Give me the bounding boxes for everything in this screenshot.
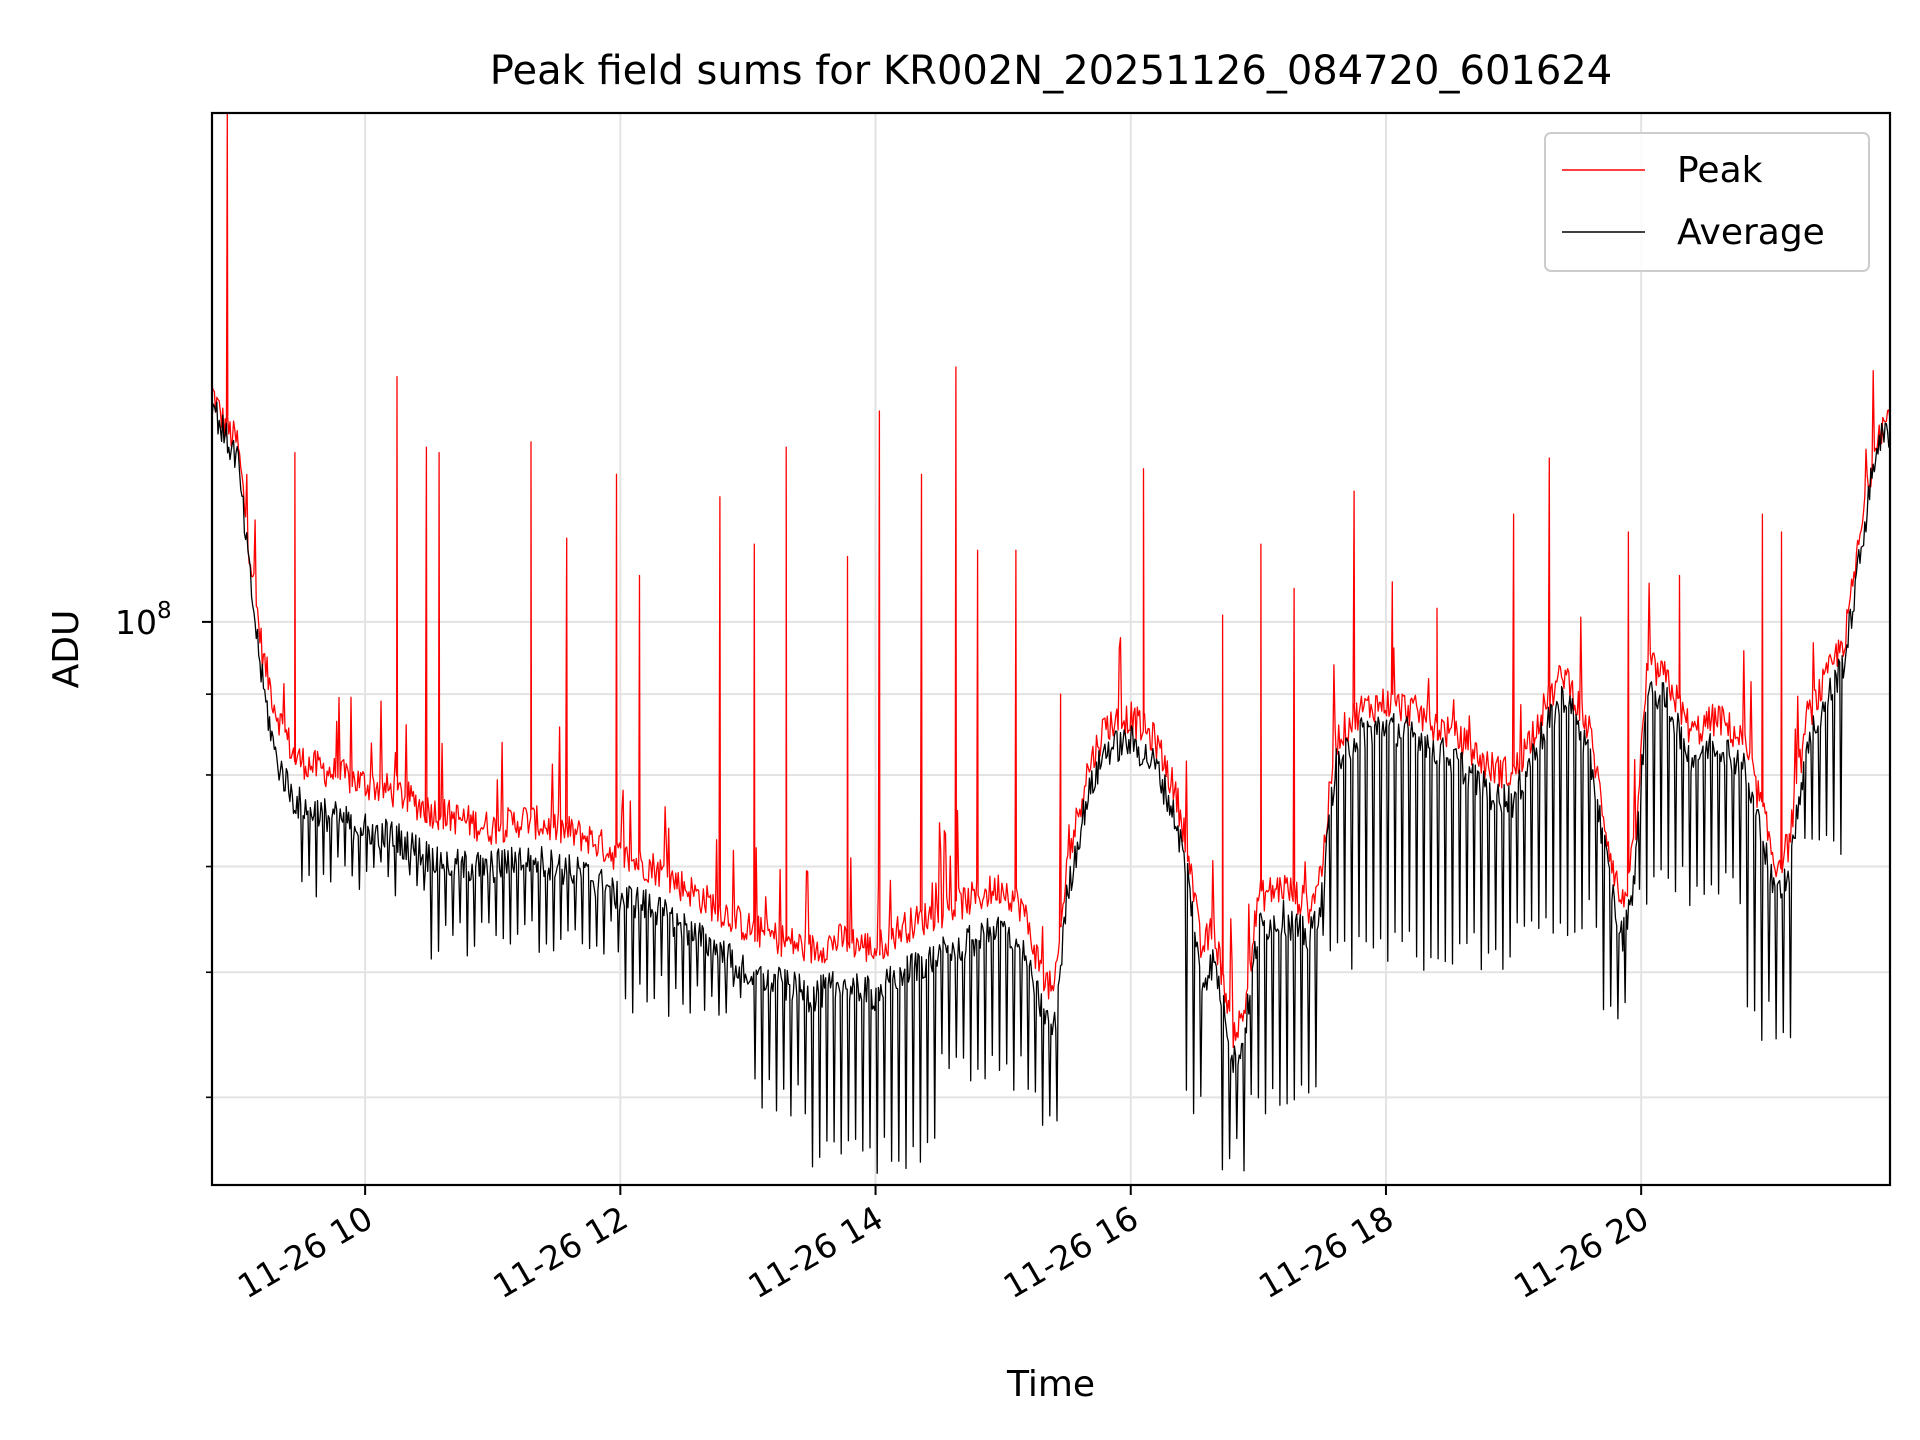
y-tick-label-0: 10 [115,603,157,642]
y-axis-ticks: 10 8 [115,598,212,1099]
series-layer [212,113,1890,1174]
y-tick-exponent-0: 8 [157,598,172,624]
y-axis-label: ADU [46,610,87,689]
legend-peak-label: Peak [1677,150,1763,191]
legend-box [1544,132,1870,272]
grid-lines [212,113,1890,1185]
x-axis-label: Time [1006,1364,1095,1405]
plot-frame [210,111,1892,1187]
legend: Peak Average [1544,132,1870,272]
chart-title: Peak field sums for KR002N_20251126_0847… [490,48,1612,94]
series-line-peak [212,113,1890,1049]
legend-average-label: Average [1677,212,1825,253]
series-line-average [212,401,1890,1174]
